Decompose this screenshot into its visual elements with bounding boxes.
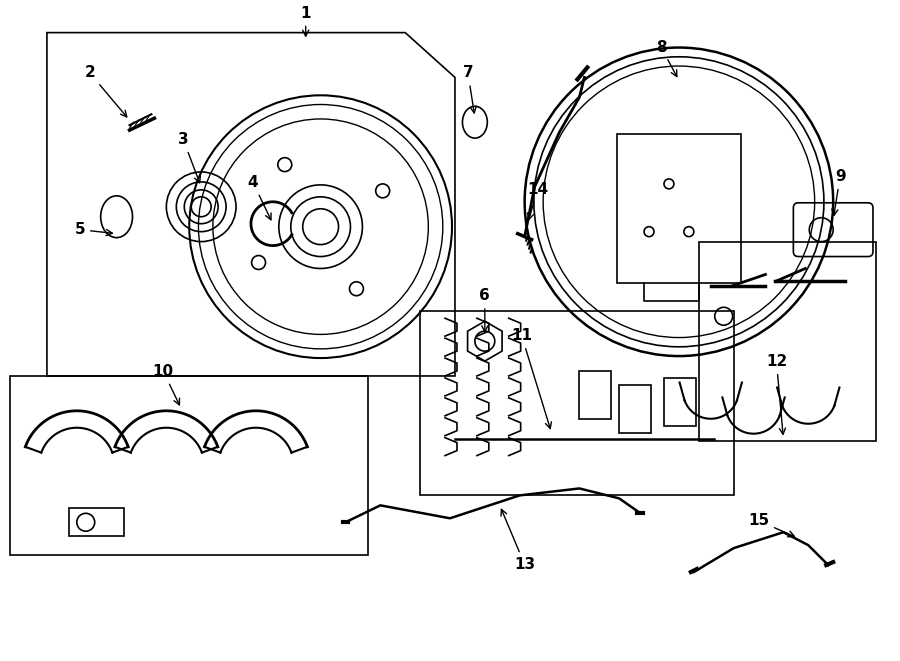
Text: 2: 2 — [85, 65, 127, 117]
Bar — [580, 371, 611, 419]
Bar — [420, 311, 734, 495]
Bar — [698, 242, 876, 441]
Text: 1: 1 — [301, 6, 310, 36]
Text: 14: 14 — [527, 182, 548, 219]
Text: 9: 9 — [832, 169, 845, 215]
Bar — [617, 134, 741, 284]
Text: 7: 7 — [463, 65, 476, 113]
Bar — [664, 378, 696, 426]
Text: 10: 10 — [153, 364, 179, 405]
Bar — [68, 508, 123, 536]
Text: 8: 8 — [656, 40, 677, 77]
Text: 3: 3 — [178, 132, 201, 183]
Bar — [10, 376, 368, 555]
Bar — [619, 385, 651, 433]
Text: 4: 4 — [248, 175, 271, 220]
Text: 12: 12 — [766, 354, 788, 434]
Text: 13: 13 — [501, 510, 536, 572]
Text: 6: 6 — [480, 288, 491, 332]
Text: 11: 11 — [511, 328, 552, 428]
Text: 15: 15 — [748, 513, 795, 537]
Text: 5: 5 — [75, 222, 112, 237]
